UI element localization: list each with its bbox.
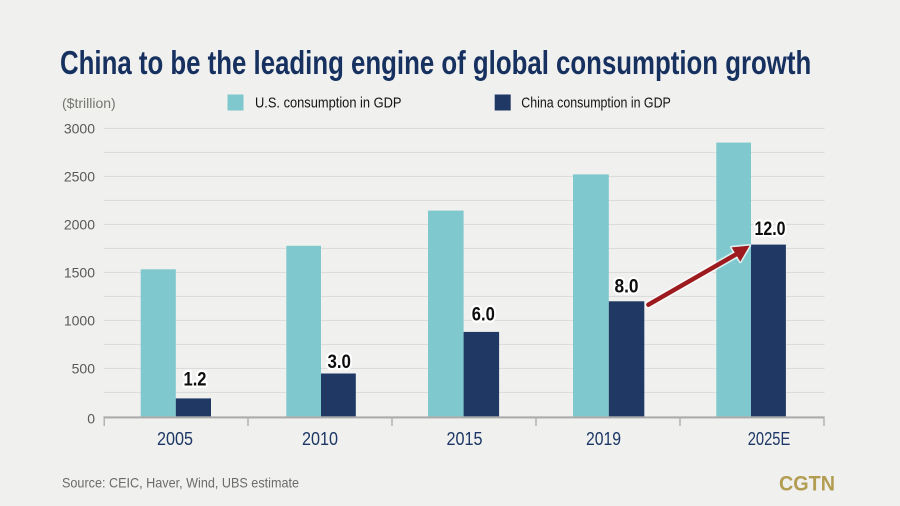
svg-text:2019: 2019 [586,428,621,449]
svg-text:3000: 3000 [64,120,95,136]
svg-text:2500: 2500 [64,168,95,184]
svg-text:2005: 2005 [157,428,193,449]
svg-text:U.S. consumption in GDP: U.S. consumption in GDP [255,96,402,112]
svg-text:2000: 2000 [64,216,95,232]
svg-text:500: 500 [72,360,96,376]
svg-text:CGTN: CGTN [779,472,835,495]
svg-text:China consumption in GDP: China consumption in GDP [521,96,671,112]
svg-text:Source: CEIC, Haver, Wind, UBS: Source: CEIC, Haver, Wind, UBS estimate [62,475,299,491]
svg-text:1500: 1500 [64,264,95,280]
svg-text:1000: 1000 [64,312,95,328]
svg-text:($trillion): ($trillion) [62,95,116,111]
svg-text:8.0: 8.0 [615,275,639,297]
svg-text:2010: 2010 [302,428,338,449]
svg-text:6.0: 6.0 [472,304,495,326]
svg-text:2015: 2015 [447,428,483,449]
svg-text:1.2: 1.2 [184,369,207,391]
svg-text:12.0: 12.0 [755,218,786,240]
svg-text:0: 0 [87,411,95,427]
svg-text:2025E: 2025E [748,428,791,449]
svg-text:3.0: 3.0 [327,351,351,373]
